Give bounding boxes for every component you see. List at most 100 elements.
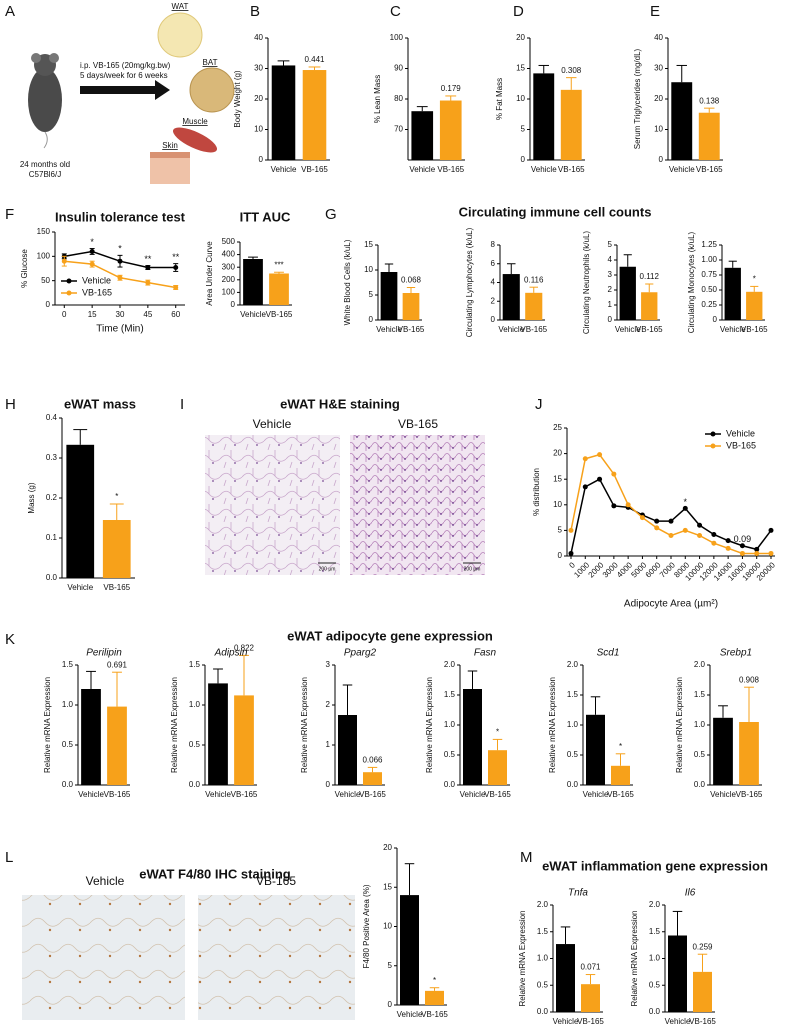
x-tick-label: Vehicle: [335, 790, 361, 799]
y-tick-label: 100: [37, 251, 51, 260]
chart-title: Adipsin: [214, 648, 248, 659]
bar: [380, 272, 398, 320]
mouse-strain: C57Bl6/J: [29, 170, 61, 179]
y-tick-label: 1.5: [537, 927, 549, 936]
point: [711, 531, 717, 537]
image-label: VB-165: [256, 874, 296, 888]
panel-label: L: [5, 849, 13, 866]
annotation: 0.691: [107, 660, 128, 669]
point: [739, 543, 745, 549]
chart-title: Tnfa: [568, 888, 588, 899]
point: [568, 550, 574, 556]
point: [654, 518, 660, 524]
y-tick-label: 0.5: [62, 740, 74, 749]
bar: [271, 65, 296, 160]
x-tick-label: Vehicle: [531, 165, 557, 174]
bar: [581, 984, 600, 1012]
tissue-label: WAT: [172, 2, 189, 11]
annotation: *: [496, 728, 499, 737]
y-tick-label: 80: [394, 94, 403, 103]
panel-label: F: [5, 206, 14, 223]
legend-swatch: [66, 290, 72, 296]
panel-label: M: [520, 849, 533, 866]
legend-label: Vehicle: [726, 428, 755, 438]
chart-title: Srebp1: [720, 648, 752, 659]
bar: [243, 259, 263, 305]
y-tick-label: 4: [491, 278, 496, 287]
annotation: 0.071: [580, 963, 601, 972]
y-tick-label: 0.5: [444, 750, 456, 759]
chart-title: Fasn: [474, 648, 497, 659]
x-tick-label: VB-165: [301, 165, 328, 174]
annotation: 0.308: [561, 66, 582, 75]
x-tick-label: Vehicle: [240, 310, 266, 319]
x-tick-label: VB-165: [231, 790, 258, 799]
legend-swatch: [710, 443, 716, 449]
bar: [363, 772, 382, 785]
x-tick-label: 45: [143, 310, 152, 319]
x-tick-label: VB-165: [421, 1010, 448, 1019]
y-tick-label: 0: [558, 551, 563, 560]
y-tick-label: 2: [608, 285, 613, 294]
x-tick-label: Vehicle: [669, 165, 695, 174]
x-tick-label: Vehicle: [376, 325, 402, 334]
y-axis-label: Relative mRNA Expression: [43, 677, 52, 773]
y-tick-label: 25: [553, 423, 562, 432]
y-tick-label: 0: [608, 315, 613, 324]
annotation: **: [172, 252, 180, 262]
point: [145, 265, 151, 271]
panel-label: J: [535, 396, 543, 413]
annotation: *: [433, 976, 436, 985]
bar: [425, 990, 444, 1005]
annotation: *: [684, 497, 688, 507]
y-tick-label: 0: [388, 1000, 393, 1009]
y-tick-label: 0.4: [46, 413, 58, 422]
chart-title: Insulin tolerance test: [55, 209, 186, 224]
point: [768, 527, 774, 533]
y-tick-label: 5: [558, 526, 563, 535]
y-axis-label: Relative mRNA Expression: [300, 677, 309, 773]
legend-label: Vehicle: [82, 275, 111, 285]
y-tick-label: 0: [231, 300, 236, 309]
y-tick-label: 0.2: [46, 493, 58, 502]
y-tick-label: 5: [608, 240, 613, 249]
x-tick-label: 0: [62, 310, 67, 319]
point: [61, 258, 67, 264]
x-tick-label: Vehicle: [67, 583, 93, 592]
y-tick-label: 5: [521, 125, 526, 134]
y-tick-label: 0: [491, 315, 496, 324]
x-tick-label: Vehicle: [553, 1017, 579, 1026]
panel-label: K: [5, 631, 15, 648]
point: [611, 503, 617, 509]
x-tick-label: 15: [88, 310, 97, 319]
y-tick-label: 0.5: [189, 740, 201, 749]
y-tick-label: 1.00: [701, 255, 717, 264]
y-tick-label: 1.0: [567, 720, 579, 729]
section-title: eWAT H&E staining: [280, 396, 400, 411]
bar: [208, 683, 228, 785]
panel-label: I: [180, 396, 184, 413]
point: [173, 265, 179, 271]
y-tick-label: 3: [608, 270, 613, 279]
y-tick-label: 2.0: [567, 660, 579, 669]
y-tick-label: 2.0: [694, 660, 706, 669]
y-tick-label: 1.5: [189, 660, 201, 669]
annotation: 0.112: [640, 272, 660, 281]
y-tick-label: 1.0: [62, 700, 74, 709]
point: [568, 527, 574, 533]
point: [739, 550, 745, 556]
point: [611, 471, 617, 477]
y-tick-label: 0.0: [694, 780, 706, 789]
y-tick-label: 1: [326, 740, 331, 749]
bar: [269, 273, 289, 305]
y-axis-label: Relative mRNA Expression: [170, 677, 179, 773]
y-tick-label: 1.0: [444, 720, 456, 729]
y-tick-label: 0.25: [701, 300, 717, 309]
y-tick-label: 1.5: [567, 690, 579, 699]
x-tick-label: VB-165: [736, 790, 763, 799]
y-tick-label: 15: [516, 64, 525, 73]
y-tick-label: 1.0: [537, 954, 549, 963]
x-tick-label: Vehicle: [460, 790, 486, 799]
x-tick-label: Vehicle: [615, 325, 641, 334]
